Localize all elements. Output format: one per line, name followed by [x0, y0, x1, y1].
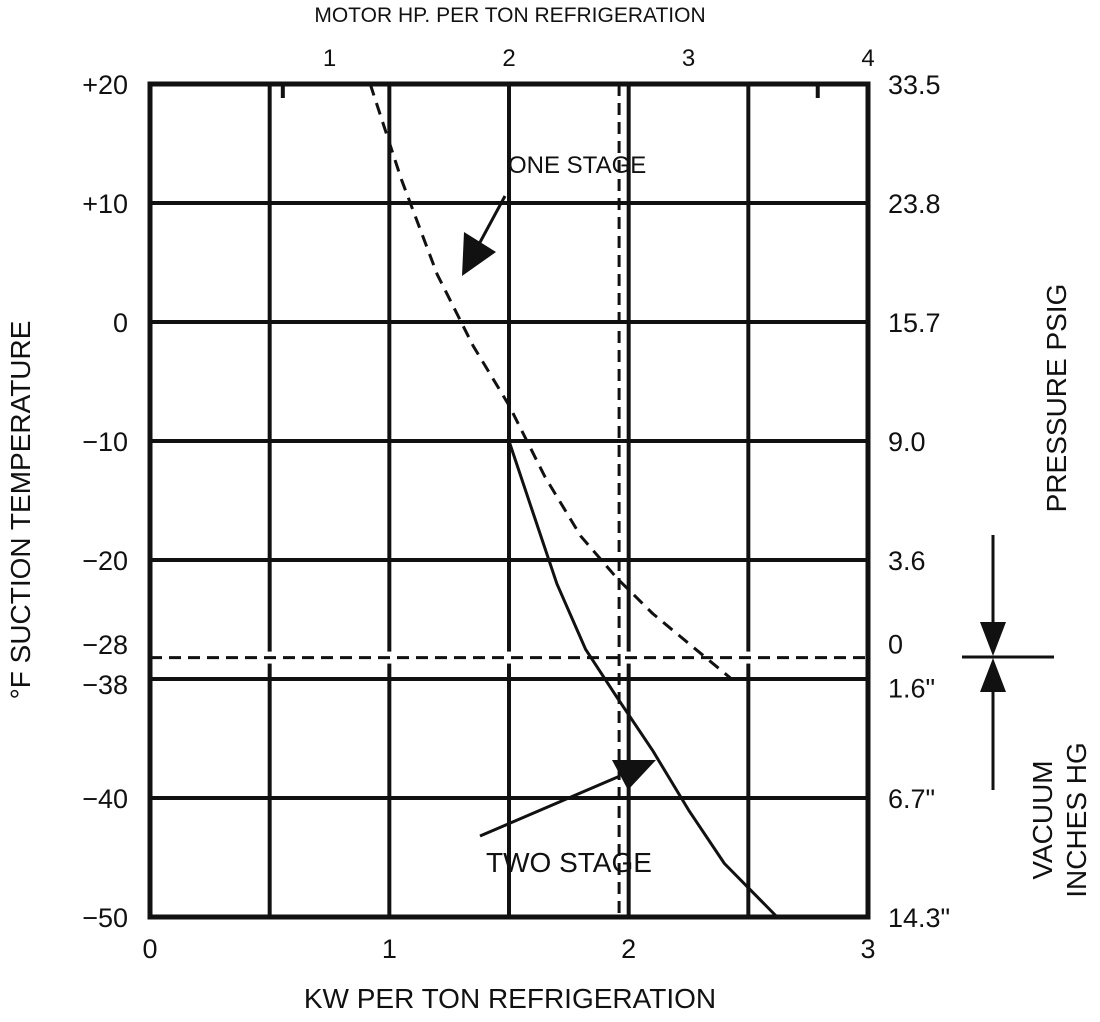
- tick-labels: 0 1 2 3 1 2 3 4 +20 +10 0 −10 −20 −28 −38 −40 −50 33.5 23.…: [82, 45, 950, 964]
- right-tick-label: 3.6: [888, 546, 926, 576]
- vacuum-label-line2: INCHES HG: [1061, 742, 1092, 898]
- top-tick-label: 3: [682, 45, 695, 72]
- two-stage-label: TWO STAGE: [486, 847, 652, 878]
- right-axis-title: PRESSURE PSIG: [1041, 284, 1072, 513]
- x-tick-label: 1: [382, 934, 397, 964]
- reference-line-mask-0: [150, 651, 868, 664]
- grid: [150, 84, 868, 917]
- arrow-icon: [462, 232, 496, 276]
- top-axis-title: MOTOR HP. PER TON REFRIGERATION: [314, 4, 705, 27]
- y-axis-title: °F SUCTION TEMPERATURE: [5, 321, 36, 700]
- one-stage-arrow: [462, 195, 507, 276]
- x-axis-title: KW PER TON REFRIGERATION: [304, 983, 716, 1014]
- x-tick-label: 3: [860, 934, 875, 964]
- top-tick-label: 1: [323, 45, 336, 72]
- top-tick-label: 4: [861, 45, 874, 72]
- plot-frame: [147, 81, 871, 920]
- top-tick-label: 2: [502, 45, 515, 72]
- arrow-icon: [612, 760, 656, 790]
- right-tick-label: 6.7": [888, 784, 935, 814]
- series-line-two-stage: [507, 440, 779, 919]
- y-tick-label: −20: [82, 546, 128, 576]
- x-tick-label: 2: [621, 934, 636, 964]
- right-tick-label: 33.5: [888, 70, 941, 100]
- right-tick-label: 1.6": [888, 674, 935, 704]
- vacuum-label-line1: VACUUM: [1027, 760, 1058, 879]
- right-tick-label: 14.3": [888, 903, 950, 933]
- up-arrow-icon: [980, 658, 1006, 692]
- two-stage-arrow: [479, 760, 656, 838]
- reference-lines: [150, 84, 868, 917]
- x-tick-label: 0: [142, 934, 157, 964]
- y-tick-label: −28: [82, 630, 128, 660]
- right-tick-label: 23.8: [888, 189, 941, 219]
- y-tick-label: +10: [82, 189, 128, 219]
- series-line-one-stage: [368, 83, 733, 681]
- series-lines: [368, 83, 779, 919]
- y-tick-label: −50: [82, 903, 128, 933]
- y-tick-label: 0: [113, 308, 128, 338]
- y-tick-label: +20: [82, 70, 128, 100]
- y-tick-label: −40: [82, 784, 128, 814]
- y-tick-label: −10: [82, 427, 128, 457]
- right-tick-label: 9.0: [888, 427, 926, 457]
- right-tick-label: 0: [888, 630, 903, 660]
- right-tick-label: 15.7: [888, 308, 941, 338]
- y-tick-label: −38: [82, 670, 128, 700]
- one-stage-label: ONE STAGE: [508, 152, 646, 179]
- down-arrow-icon: [980, 622, 1006, 656]
- pressure-vacuum-indicator: [962, 535, 1054, 790]
